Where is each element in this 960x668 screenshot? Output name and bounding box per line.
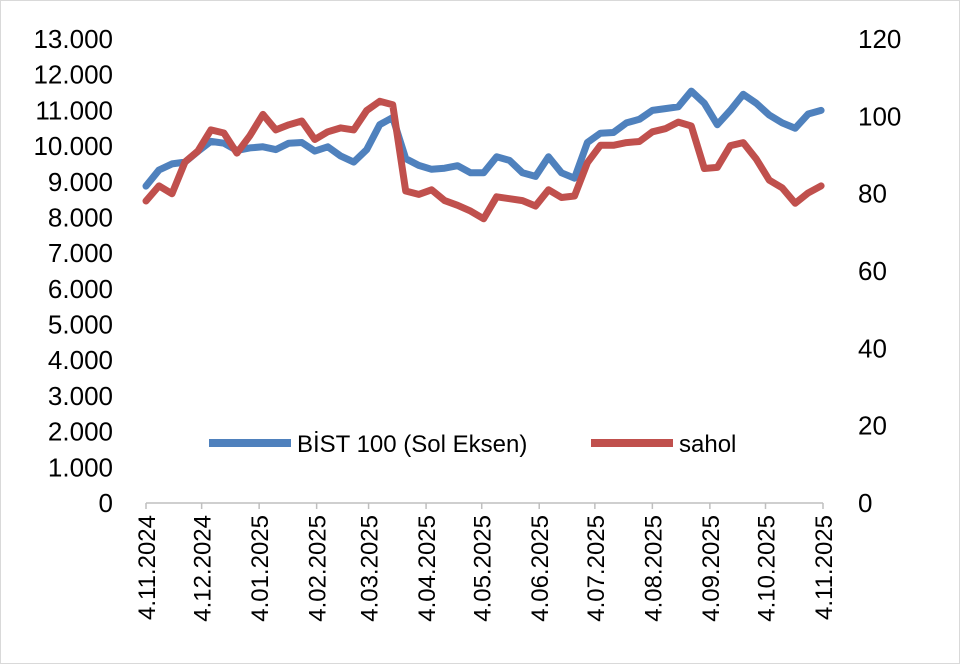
x-tick-label: 4.11.2024 xyxy=(134,515,161,620)
left-tick-label: 8.000 xyxy=(48,202,113,232)
left-tick-label: 9.000 xyxy=(48,167,113,197)
x-tick-label: 4.03.2025 xyxy=(357,515,384,622)
x-tick-label: 4.07.2025 xyxy=(583,515,610,622)
x-tick-label: 4.09.2025 xyxy=(698,515,725,622)
x-tick-label: 4.01.2025 xyxy=(247,515,274,622)
right-tick-label: 40 xyxy=(858,333,887,363)
left-tick-label: 3.000 xyxy=(48,381,113,411)
legend: BİST 100 (Sol Eksen) sahol xyxy=(209,431,736,458)
right-tick-label: 0 xyxy=(858,488,872,518)
series-line-bist100 xyxy=(142,87,825,190)
left-tick-label: 13.000 xyxy=(33,24,113,54)
x-axis: 4.11.2024 4.12.2024 4.01.2025 4.02.2025 4.03… xyxy=(134,502,838,622)
left-tick-label: 0 xyxy=(99,488,113,518)
right-tick-label: 20 xyxy=(858,411,887,441)
left-axis: 0 1.000 2.000 3.000 4.000 5.000 6.000 7.000 8.00… xyxy=(33,24,113,518)
left-tick-label: 12.000 xyxy=(33,60,113,90)
x-tick-label: 4.05.2025 xyxy=(470,515,497,622)
right-tick-label: 60 xyxy=(858,256,887,286)
x-tick-label: 4.11.2025 xyxy=(811,515,838,620)
x-tick-label: 4.06.2025 xyxy=(527,515,554,622)
left-tick-label: 7.000 xyxy=(48,238,113,268)
x-tick-label: 4.10.2025 xyxy=(754,515,781,622)
left-tick-label: 2.000 xyxy=(48,417,113,447)
right-axis: 0 20 40 60 80 100 120 xyxy=(858,24,901,518)
legend-label-sahol: sahol xyxy=(679,431,736,458)
left-tick-label: 1.000 xyxy=(48,452,113,482)
right-tick-label: 80 xyxy=(858,179,887,209)
left-tick-label: 6.000 xyxy=(48,274,113,304)
x-tick-label: 4.08.2025 xyxy=(640,515,667,622)
legend-label-bist100: BİST 100 (Sol Eksen) xyxy=(297,431,527,458)
left-tick-label: 5.000 xyxy=(48,310,113,340)
x-tick-label: 4.02.2025 xyxy=(305,515,332,622)
left-tick-label: 11.000 xyxy=(35,95,113,125)
x-tick-label: 4.04.2025 xyxy=(414,515,441,622)
right-tick-label: 100 xyxy=(858,101,901,131)
left-tick-label: 4.000 xyxy=(48,345,113,375)
left-tick-label: 10.000 xyxy=(33,131,113,161)
right-tick-label: 120 xyxy=(858,24,901,54)
series-lines xyxy=(142,87,825,223)
series-line-sahol xyxy=(142,97,825,223)
x-tick-label: 4.12.2024 xyxy=(190,515,217,622)
